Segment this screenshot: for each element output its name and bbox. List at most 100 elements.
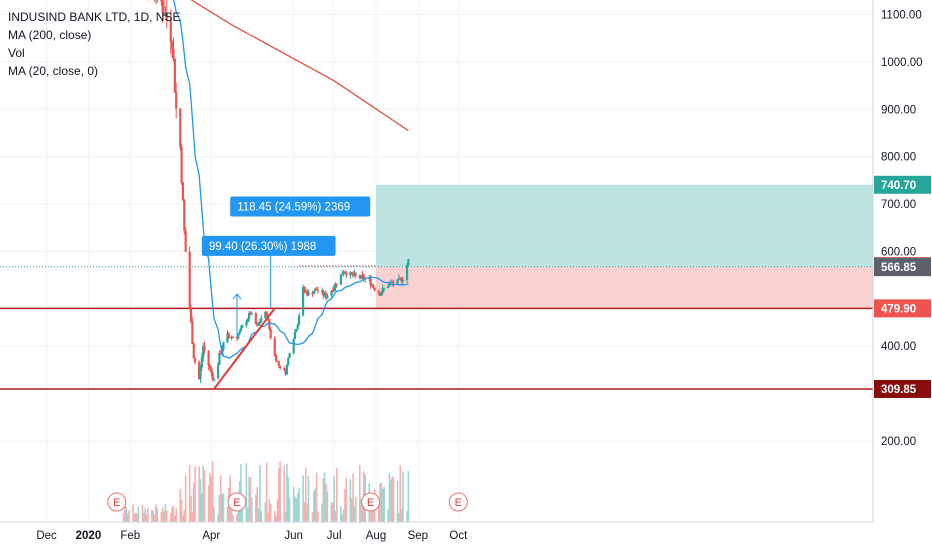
candle-body <box>264 312 267 319</box>
volume-bar <box>203 470 206 522</box>
volume-bar <box>160 511 163 522</box>
earnings-marker-label: E <box>113 497 120 509</box>
volume-bar <box>267 513 269 522</box>
volume-bar <box>322 478 325 522</box>
candle-body <box>171 41 174 49</box>
candle-body <box>219 352 222 354</box>
ma20-line <box>172 0 409 359</box>
volume-bar <box>155 504 157 522</box>
time-axis[interactable]: Dec 2020 Feb Apr Jun Jul Aug Sep Oct <box>0 521 932 550</box>
volume-bar <box>371 507 373 522</box>
legend-ma200[interactable]: MA (200, close) <box>8 28 92 42</box>
volume-bar <box>152 510 155 522</box>
volume-bar <box>210 476 213 522</box>
candle-body <box>192 343 195 359</box>
volume-bar <box>352 473 354 522</box>
volume-bar <box>353 506 356 522</box>
candle-body <box>241 325 244 328</box>
volume-bar <box>246 507 249 522</box>
candle-body <box>230 336 233 338</box>
legend-symbol[interactable]: INDUSIND BANK LTD, 1D, NSE <box>8 10 181 24</box>
volume-bar <box>201 493 203 522</box>
volume-bar <box>336 468 338 522</box>
volume-bar <box>342 509 345 522</box>
volume-bar <box>332 502 334 522</box>
volume-bar <box>284 512 287 522</box>
volume-bar <box>179 489 182 522</box>
candle-body <box>208 365 212 368</box>
volume-bar <box>305 468 307 522</box>
candle-body <box>372 284 375 288</box>
candle-body <box>388 283 391 287</box>
candle-body <box>330 290 333 296</box>
candle-body <box>353 273 356 276</box>
volume-bar <box>202 465 204 522</box>
candle-body <box>199 367 202 380</box>
volume-bar <box>391 476 393 522</box>
candle-body <box>160 0 163 2</box>
candle-body <box>258 321 261 324</box>
candle-body <box>361 274 364 277</box>
volume-bar <box>392 477 395 522</box>
candle-body <box>360 274 363 279</box>
volume-bar <box>209 472 211 522</box>
volume-bar <box>388 472 391 522</box>
volume-bar <box>295 497 298 522</box>
volume-bar <box>383 486 385 522</box>
candle-body <box>400 278 403 282</box>
volume-bar <box>213 506 215 522</box>
horizontal-levels <box>0 265 873 390</box>
volume-bar <box>333 476 335 522</box>
legend-ma20[interactable]: MA (20, close, 0) <box>8 64 99 78</box>
volume-bar <box>276 499 279 522</box>
candle-body <box>179 108 182 148</box>
ma200-path <box>190 0 409 132</box>
candle-body <box>257 323 260 326</box>
position-zones <box>376 184 873 309</box>
volume-bar <box>143 513 145 522</box>
volume-bar <box>218 494 221 522</box>
candle-body <box>343 272 347 274</box>
candle-body <box>345 272 348 276</box>
candle-body <box>207 350 210 366</box>
candle-body <box>397 278 401 280</box>
candle-body <box>275 355 278 362</box>
candle-body <box>292 338 295 354</box>
candle-body <box>277 361 280 366</box>
candle-body <box>260 318 263 322</box>
volume-bar <box>191 512 194 522</box>
volume-bar <box>264 502 267 522</box>
measure-label-box <box>230 196 371 217</box>
candle-body <box>161 1 164 14</box>
price-tick-label: 600.00 <box>881 246 916 258</box>
legend-vol[interactable]: Vol <box>8 46 25 60</box>
candle-body <box>237 334 240 339</box>
candle-body <box>296 324 299 330</box>
volume-bar <box>278 467 280 522</box>
candle-body <box>311 292 314 295</box>
volume-bar <box>330 502 333 522</box>
candle-body <box>227 333 230 337</box>
volume-bar <box>313 491 315 522</box>
volume-bar <box>156 508 159 522</box>
volume-bar <box>311 512 314 522</box>
volume-bar <box>279 461 281 522</box>
volume-bar <box>398 512 400 522</box>
time-tick-label: Aug <box>366 530 386 542</box>
volume-bar <box>359 465 361 522</box>
candle-body <box>380 292 383 296</box>
candle-body <box>401 279 405 282</box>
candle-body <box>306 291 309 296</box>
price-axis[interactable]: 1100.00 1000.00 900.00 800.00 700.00 600.00 40… <box>872 0 932 550</box>
candle-body <box>316 289 320 291</box>
candle-body <box>304 290 307 292</box>
candle-body <box>210 367 213 373</box>
volume-bar <box>380 482 383 522</box>
measure-arrow-head <box>232 293 242 300</box>
volume-bar <box>163 511 165 522</box>
candle-body <box>245 322 248 326</box>
volume-bar <box>137 506 140 522</box>
candle-body <box>162 13 166 16</box>
candle-body <box>333 287 336 292</box>
